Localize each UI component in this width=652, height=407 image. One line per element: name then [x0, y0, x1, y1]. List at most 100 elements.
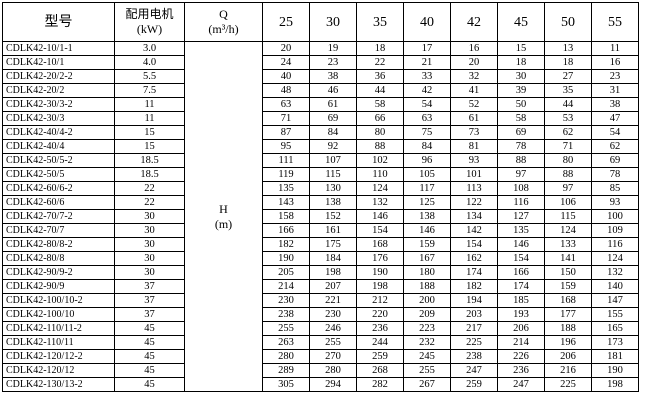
head-cell: 255	[309, 335, 357, 350]
head-cell: 132	[591, 265, 639, 280]
table-row: CDLK42-110/11 45 263 255 244 232 225 214 196 173	[2, 335, 639, 350]
head-cell: 198	[309, 265, 357, 280]
motor-cell: 37	[114, 279, 185, 294]
table-row: CDLK42-50/5 18.5 119 115 110 105 101 97 88 78	[2, 167, 639, 182]
model-cell: CDLK42-20/2	[2, 83, 115, 98]
head-cell: 18	[544, 55, 592, 70]
head-cell: 111	[262, 153, 310, 168]
head-cell: 88	[497, 153, 545, 168]
head-cell: 127	[497, 209, 545, 224]
head-cell: 80	[544, 153, 592, 168]
head-cell: 117	[403, 181, 451, 196]
head-cell: 58	[356, 97, 404, 112]
head-cell: 63	[262, 97, 310, 112]
head-cell: 168	[356, 237, 404, 252]
head-cell: 61	[309, 97, 357, 112]
head-cell: 13	[544, 41, 592, 56]
head-cell: 116	[497, 195, 545, 210]
head-cell: 52	[450, 97, 498, 112]
head-cell: 200	[403, 293, 451, 308]
head-cell: 220	[356, 307, 404, 322]
head-cell: 280	[262, 349, 310, 364]
head-cell: 19	[309, 41, 357, 56]
head-cell: 174	[450, 265, 498, 280]
head-cell: 168	[544, 293, 592, 308]
head-cell: 88	[544, 167, 592, 182]
head-cell: 207	[309, 279, 357, 294]
head-cell: 63	[403, 111, 451, 126]
head-cell: 81	[450, 139, 498, 154]
head-cell: 135	[262, 181, 310, 196]
head-cell: 161	[309, 223, 357, 238]
head-cell: 232	[403, 335, 451, 350]
head-cell: 87	[262, 125, 310, 140]
table-row: CDLK42-110/11-2 45 255 246 236 223 217 206 188 16…	[2, 321, 639, 336]
head-cell: 69	[309, 111, 357, 126]
head-cell: 35	[544, 83, 592, 98]
head-cell: 245	[403, 349, 451, 364]
model-cell: CDLK42-10/1	[2, 55, 115, 70]
head-cell: 15	[497, 41, 545, 56]
flow-header: 50	[544, 2, 592, 42]
head-cell: 289	[262, 363, 310, 378]
head-cell: 124	[544, 223, 592, 238]
model-cell: CDLK42-10/1-1	[2, 41, 115, 56]
head-cell: 259	[450, 377, 498, 392]
head-cell: 190	[591, 363, 639, 378]
head-cell: 206	[497, 321, 545, 336]
head-cell: 209	[403, 307, 451, 322]
motor-cell: 7.5	[114, 83, 185, 98]
table-row: CDLK42-70/7 30 166 161 154 146 142 135 124 109	[2, 223, 639, 238]
head-cell: 78	[591, 167, 639, 182]
motor-cell: 18.5	[114, 153, 185, 168]
head-cell: 158	[262, 209, 310, 224]
head-cell: 176	[356, 251, 404, 266]
head-cell: 42	[403, 83, 451, 98]
motor-cell: 45	[114, 321, 185, 336]
head-cell: 268	[356, 363, 404, 378]
head-cell: 203	[450, 307, 498, 322]
head-cell: 146	[356, 209, 404, 224]
head-cell: 88	[356, 139, 404, 154]
flow-header: 25	[262, 2, 310, 42]
head-cell: 36	[356, 69, 404, 84]
head-cell: 62	[544, 125, 592, 140]
model-cell: CDLK42-80/8	[2, 251, 115, 266]
table-row: CDLK42-20/2 7.5 48 46 44 42 41 39 35 31	[2, 83, 639, 98]
head-cell: 155	[591, 307, 639, 322]
head-cell: 62	[591, 139, 639, 154]
head-cell: 270	[309, 349, 357, 364]
head-cell: 165	[591, 321, 639, 336]
motor-cell: 45	[114, 349, 185, 364]
head-cell: 109	[591, 223, 639, 238]
model-cell: CDLK42-60/6-2	[2, 181, 115, 196]
head-cell: 93	[591, 195, 639, 210]
head-cell: 166	[497, 265, 545, 280]
head-cell: 138	[403, 209, 451, 224]
q-header: Q (m³/h)	[184, 2, 263, 42]
head-cell: 132	[356, 195, 404, 210]
head-cell: 107	[309, 153, 357, 168]
head-cell: 255	[403, 363, 451, 378]
head-cell: 95	[262, 139, 310, 154]
model-cell: CDLK42-50/5-2	[2, 153, 115, 168]
head-cell: 24	[262, 55, 310, 70]
head-cell: 122	[450, 195, 498, 210]
motor-cell: 5.5	[114, 69, 185, 84]
head-cell: 167	[403, 251, 451, 266]
table-row: CDLK42-90/9 37 214 207 198 188 182 174 159 140	[2, 279, 639, 294]
head-cell: 115	[544, 209, 592, 224]
model-cell: CDLK42-120/12-2	[2, 349, 115, 364]
head-cell: 23	[591, 69, 639, 84]
flow-header: 45	[497, 2, 545, 42]
head-cell: 247	[497, 377, 545, 392]
table-row: CDLK42-50/5-2 18.5 111 107 102 96 93 88 80 69	[2, 153, 639, 168]
flow-header: 35	[356, 2, 404, 42]
head-cell: 154	[450, 237, 498, 252]
table-row: CDLK42-90/9-2 30 205 198 190 180 174 166 150 132	[2, 265, 639, 280]
head-cell: 180	[403, 265, 451, 280]
model-cell: CDLK42-90/9-2	[2, 265, 115, 280]
head-cell: 17	[403, 41, 451, 56]
head-cell: 152	[309, 209, 357, 224]
head-cell: 198	[356, 279, 404, 294]
